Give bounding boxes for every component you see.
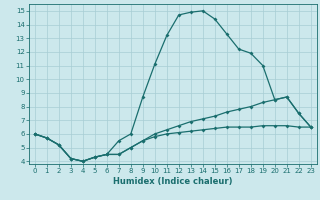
X-axis label: Humidex (Indice chaleur): Humidex (Indice chaleur) [113, 177, 233, 186]
